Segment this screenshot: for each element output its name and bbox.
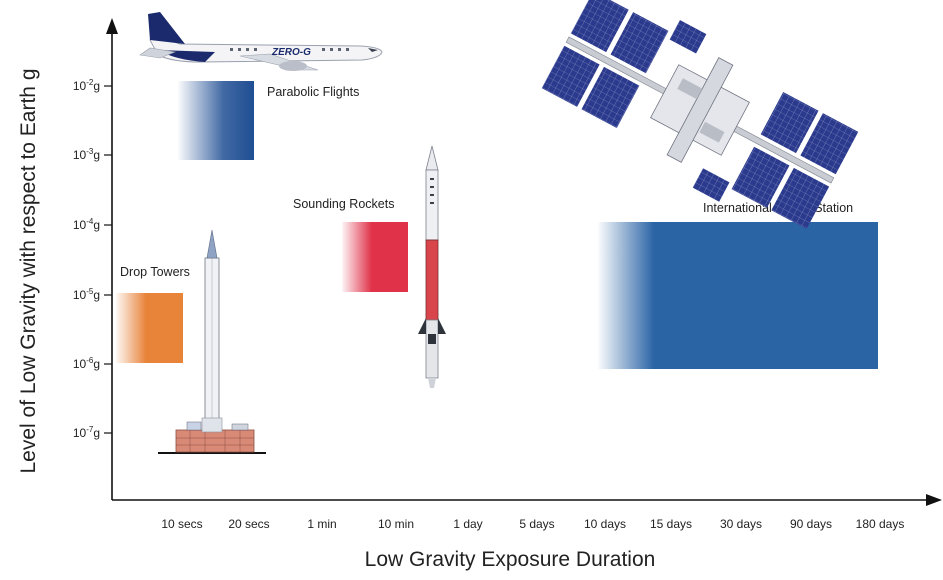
parabolic-flights-range (178, 81, 254, 160)
x-tick-label: 180 days (856, 517, 905, 531)
y-axis (106, 18, 118, 500)
x-tick-label: 10 min (378, 517, 414, 531)
x-ticks: 10 secs 20 secs 1 min 10 min 1 day 5 days 10 d… (161, 517, 904, 531)
aircraft-livery-text: ZERO-G (271, 47, 311, 58)
y-tick-label: 10-5g (73, 287, 100, 302)
x-tick-label: 15 days (650, 517, 692, 531)
x-tick-label: 1 min (307, 517, 336, 531)
drop-towers-range (116, 293, 183, 363)
x-tick-label: 10 days (584, 517, 626, 531)
sounding-rockets-range (342, 222, 408, 292)
x-tick-label: 90 days (790, 517, 832, 531)
x-axis (112, 494, 942, 506)
x-tick-label: 30 days (720, 517, 762, 531)
x-axis-label: Low Gravity Exposure Duration (364, 548, 656, 571)
y-tick-label: 10-7g (73, 425, 100, 440)
drop-tower-icon (158, 229, 266, 454)
x-tick-label: 20 secs (228, 517, 269, 531)
x-tick-label: 1 day (453, 517, 482, 531)
sounding-rockets-label: Sounding Rockets (293, 197, 394, 211)
rocket-icon (418, 145, 446, 388)
x-tick-label: 5 days (519, 517, 554, 531)
y-tick-label: 10-3g (73, 147, 100, 162)
y-tick-label: 10-4g (73, 217, 100, 232)
y-tick-label: 10-6g (73, 356, 100, 371)
aircraft-icon: ZERO-G (139, 12, 383, 71)
x-tick-label: 10 secs (161, 517, 202, 531)
parabolic-flights-label: Parabolic Flights (267, 85, 359, 99)
drop-towers-label: Drop Towers (120, 265, 190, 279)
space-station-icon (541, 0, 859, 229)
international-space-station-range (598, 222, 878, 369)
y-tick-label: 10-2g (73, 78, 100, 93)
y-ticks: 10-2g 10-3g 10-4g 10-5g 10-6g 10-7g (73, 78, 112, 440)
